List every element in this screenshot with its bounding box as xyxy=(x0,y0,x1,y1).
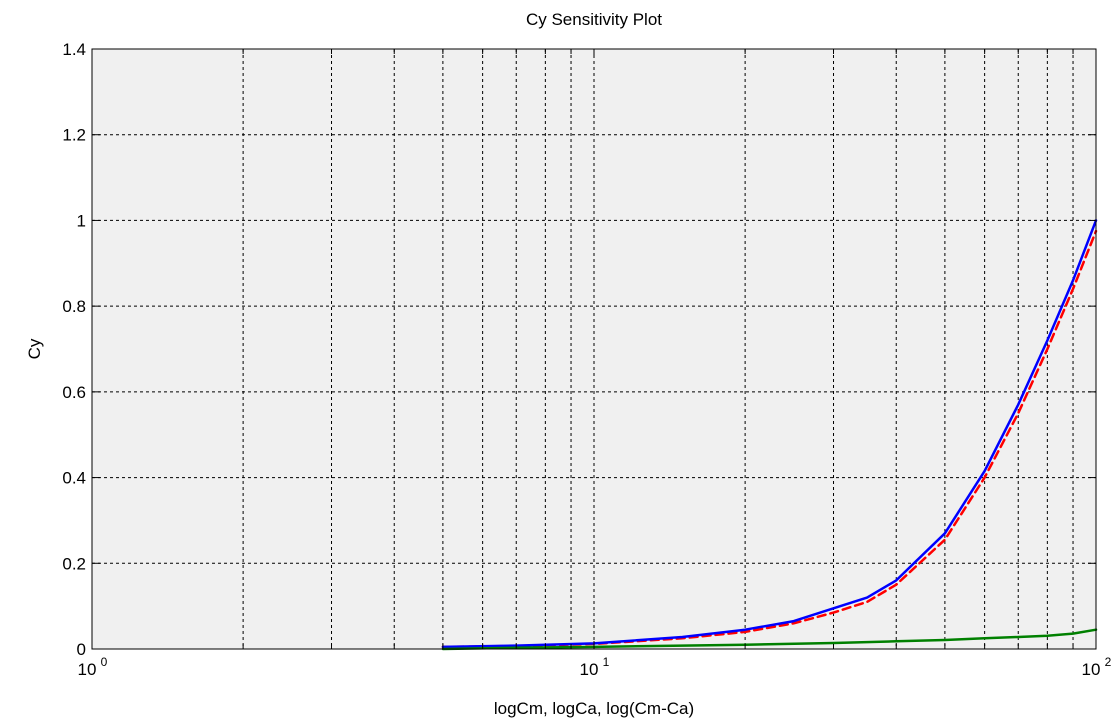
x-tick-label-exponent: 0 xyxy=(101,655,108,669)
ticks xyxy=(91,48,1097,650)
y-tick-label: 0 xyxy=(77,640,86,659)
x-tick-label-exponent: 2 xyxy=(1105,655,1112,669)
series-line-1 xyxy=(441,229,1098,649)
y-tick-label: 1.4 xyxy=(62,40,86,59)
x-tick-label: 10 xyxy=(78,660,97,679)
y-tick-label: 0.8 xyxy=(62,297,86,316)
x-tick-label: 10 xyxy=(580,660,599,679)
y-tick-label: 1 xyxy=(77,211,86,230)
x-tick-label-exponent: 1 xyxy=(603,655,610,669)
tick-labels: 00.20.40.60.811.21.410 0 10 1 10 2 xyxy=(62,40,1111,679)
y-axis-label: Cy xyxy=(25,338,44,359)
chart-title: Cy Sensitivity Plot xyxy=(526,10,662,29)
series-line-2 xyxy=(441,219,1098,649)
y-tick-label: 1.2 xyxy=(62,126,86,145)
x-axis-label: logCm, logCa, log(Cm-Ca) xyxy=(494,699,694,718)
y-tick-label: 0.4 xyxy=(62,469,86,488)
y-tick-label: 0.2 xyxy=(62,554,86,573)
x-tick-label: 10 xyxy=(1082,660,1101,679)
y-tick-label: 0.6 xyxy=(62,383,86,402)
grid xyxy=(92,49,1096,649)
